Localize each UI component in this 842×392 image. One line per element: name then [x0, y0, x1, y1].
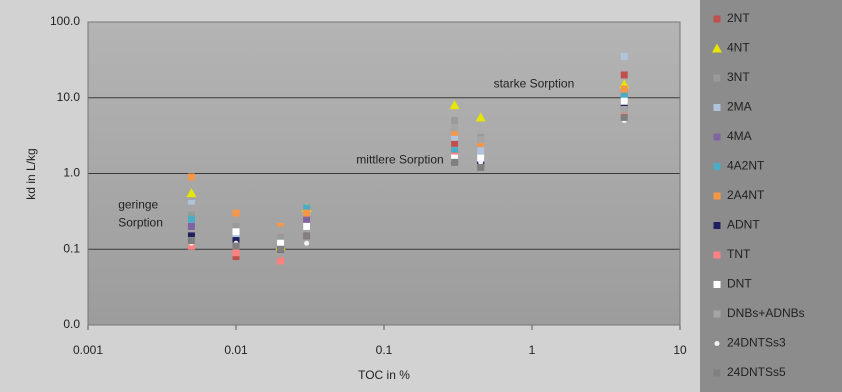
legend-label: 3NT — [727, 70, 750, 84]
legend-label: DNBs+ADNBs — [727, 306, 805, 320]
annotation: starke Sorption — [494, 77, 575, 91]
data-point — [303, 232, 311, 240]
x-axis-title: TOC in % — [358, 368, 410, 382]
data-point — [232, 222, 240, 230]
legend-marker — [713, 163, 721, 170]
data-point — [303, 215, 311, 223]
y-tick-label: 0.1 — [63, 241, 80, 255]
data-point — [477, 154, 485, 162]
legend-label: DNT — [727, 277, 752, 291]
annotation: mittlere Sorption — [356, 152, 443, 166]
data-point — [277, 245, 285, 253]
data-point — [187, 215, 195, 223]
data-point — [277, 239, 285, 247]
data-point — [187, 232, 195, 240]
data-point — [620, 101, 628, 109]
legend-box — [700, 0, 842, 392]
data-point — [477, 164, 485, 172]
data-point — [232, 249, 240, 257]
data-point — [451, 124, 459, 132]
data-point — [232, 237, 240, 245]
data-point — [451, 133, 459, 141]
data-point — [451, 117, 459, 125]
data-point — [186, 188, 197, 198]
x-tick-label: 0.1 — [376, 343, 393, 357]
data-point — [232, 228, 240, 236]
data-point — [232, 242, 240, 250]
legend-marker — [712, 43, 722, 53]
legend-marker — [714, 341, 720, 346]
y-axis-title: kd in L/kg — [24, 148, 38, 199]
legend-marker — [713, 74, 721, 82]
data-point — [451, 139, 459, 147]
x-tick-label: 10 — [673, 343, 687, 357]
legend-marker — [713, 104, 721, 111]
data-point — [478, 159, 484, 165]
legend-marker — [713, 192, 721, 200]
annotation: Sorption — [118, 215, 163, 229]
data-point — [449, 100, 460, 110]
legend-label: 24DNTSs3 — [727, 336, 786, 350]
data-point — [620, 91, 628, 99]
data-point — [620, 113, 628, 121]
data-point — [187, 209, 195, 217]
data-point — [232, 253, 240, 261]
y-tick-label: 100.0 — [50, 14, 80, 28]
data-point — [187, 222, 195, 230]
y-tick-label: 10.0 — [57, 90, 81, 104]
legend-marker — [713, 251, 721, 259]
data-point — [187, 242, 195, 250]
data-point — [187, 173, 195, 181]
data-point — [187, 204, 195, 212]
legend-marker — [713, 310, 721, 318]
data-point — [304, 240, 310, 246]
data-point — [303, 222, 311, 230]
data-point — [303, 209, 311, 217]
x-tick-label: 0.001 — [73, 343, 103, 357]
data-point — [475, 112, 486, 122]
legend-label: 4NT — [727, 41, 750, 55]
legend-label: 2NT — [727, 11, 750, 25]
legend-label: 2A4NT — [727, 188, 765, 202]
legend-label: 2MA — [727, 100, 752, 114]
legend-label: 4MA — [727, 129, 752, 143]
x-tick-label: 0.01 — [224, 343, 248, 357]
legend-marker — [713, 281, 721, 288]
data-point — [477, 136, 485, 144]
data-point — [303, 204, 311, 212]
legend-label: 24DNTSs5 — [727, 365, 786, 379]
data-point — [187, 237, 195, 245]
legend-marker — [713, 133, 721, 141]
legend-marker — [713, 222, 721, 229]
y-tick-label: 1.0 — [63, 166, 80, 180]
data-point — [451, 158, 459, 166]
legend-marker — [713, 15, 721, 23]
data-point — [620, 53, 628, 61]
data-point — [477, 147, 485, 155]
data-point — [277, 257, 285, 265]
x-tick-label: 1 — [529, 343, 536, 357]
data-point — [232, 232, 240, 240]
data-point — [232, 209, 240, 217]
legend-label: ADNT — [727, 218, 760, 232]
plot-frame — [87, 21, 681, 326]
data-point — [477, 139, 485, 147]
data-point — [620, 71, 628, 79]
y-tick-label: 0.0 — [63, 317, 80, 331]
data-point — [277, 232, 285, 240]
data-point — [187, 200, 195, 208]
data-point — [451, 128, 459, 136]
annotation: geringe — [118, 198, 158, 212]
legend-label: 4A2NT — [727, 159, 765, 173]
data-point — [451, 147, 459, 155]
legend-marker — [713, 369, 721, 377]
data-point — [620, 85, 628, 93]
data-point — [277, 226, 285, 234]
data-point — [620, 97, 628, 105]
legend-label: TNT — [727, 247, 751, 261]
data-point — [620, 105, 628, 113]
